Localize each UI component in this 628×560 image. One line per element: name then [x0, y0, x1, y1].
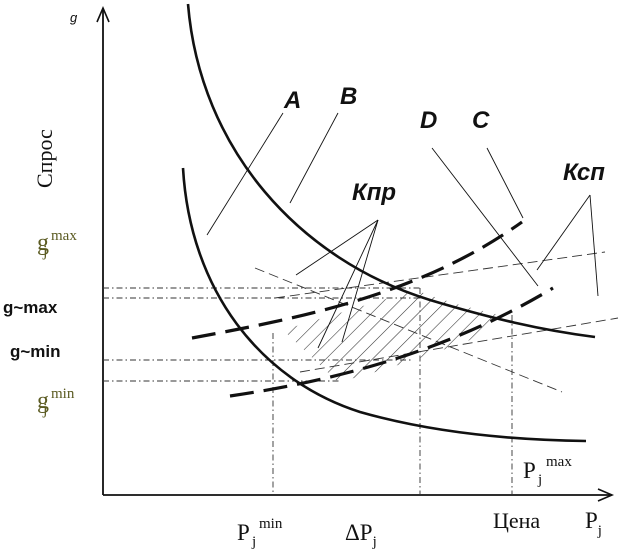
leader-ksp-1 — [536, 194, 591, 271]
y-mark-g-j-max-sub: j — [42, 243, 47, 260]
x-mark-p-j-min-base: P — [237, 520, 250, 545]
curve-a — [181, 167, 587, 443]
leader-ksp-2 — [589, 194, 599, 297]
leader-b — [289, 112, 339, 204]
y-axis-letter: g — [70, 10, 78, 25]
y-mark-g-j-max-sup: max — [51, 228, 77, 244]
x-mark-delta-p-j-base: ΔP — [345, 520, 373, 545]
y-mark-g-j-min-sup: min — [51, 386, 75, 402]
y-mark-g-j-min-base: g — [37, 388, 49, 414]
x-mark-p-j-max-sup: max — [546, 454, 572, 470]
label-kpr: Кпр — [352, 179, 396, 206]
y-axis-label: Спрос — [32, 129, 57, 188]
y-mark-g-tilde-max: g~max — [3, 298, 58, 317]
ksp-line-upper — [254, 267, 563, 393]
demand-curves — [181, 3, 596, 443]
label-ksp: Ксп — [563, 159, 605, 186]
y-axis-arrow-icon — [96, 5, 110, 23]
leader-kpr-2 — [317, 219, 379, 349]
y-mark-g-j-max: gjmax — [37, 228, 77, 260]
heavy-dashed-curves — [191, 220, 554, 398]
x-mark-delta-p-j: ΔPj — [345, 520, 377, 550]
x-axis-label-symbol-sub: j — [597, 523, 602, 539]
x-axis-label-symbol: Pj — [585, 508, 602, 539]
leader-d — [431, 147, 539, 287]
curve-c — [191, 220, 523, 340]
leader-kpr-3 — [341, 219, 379, 343]
label-b: B — [340, 83, 357, 110]
y-mark-g-j-min: gjmin — [37, 386, 75, 418]
label-c: C — [472, 107, 490, 134]
x-axis-label-word: Цена — [493, 508, 540, 533]
label-d: D — [420, 107, 437, 134]
x-mark-p-j-min-sub: j — [251, 534, 256, 550]
label-a: A — [283, 87, 301, 114]
ksp-lines — [254, 251, 619, 393]
y-mark-g-tilde-min: g~min — [10, 342, 61, 361]
x-axis-arrow-icon — [597, 488, 615, 502]
ksp-line-lower — [299, 317, 619, 373]
leader-lines — [206, 112, 599, 349]
axes — [96, 5, 615, 502]
y-mark-g-j-min-sub: j — [42, 401, 47, 418]
ksp-line-mid — [274, 251, 606, 299]
hatched-region — [283, 290, 504, 382]
x-mark-p-j-max-sub: j — [537, 472, 542, 488]
leader-a — [206, 112, 284, 236]
y-mark-g-j-max-base: g — [37, 230, 49, 256]
leader-kpr-1 — [295, 219, 379, 276]
leader-c — [486, 147, 524, 219]
x-mark-delta-p-j-sub: j — [372, 534, 377, 550]
x-axis-label-symbol-base: P — [585, 508, 598, 533]
x-mark-p-j-min-sup: min — [259, 516, 283, 532]
curve-b — [186, 3, 596, 339]
x-mark-p-j-max-base: P — [523, 458, 536, 483]
curve-d — [229, 286, 554, 398]
